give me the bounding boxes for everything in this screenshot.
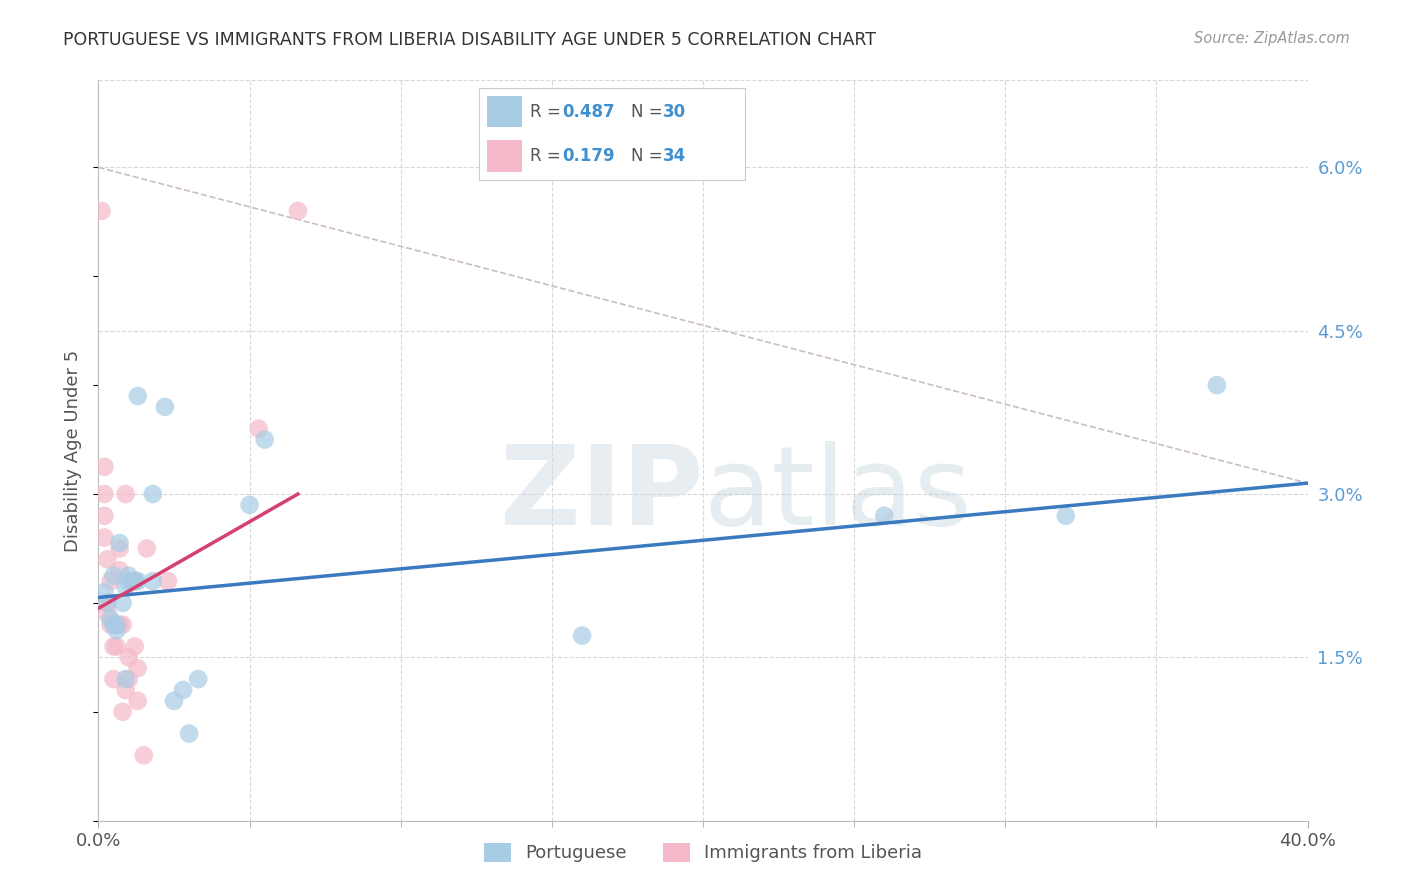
Point — [127, 661, 149, 675]
Point — [571, 628, 593, 642]
Point — [118, 650, 141, 665]
Point — [135, 541, 157, 556]
Point — [142, 487, 165, 501]
Point — [121, 574, 143, 588]
Point — [118, 568, 141, 582]
Point — [100, 612, 122, 626]
Point — [103, 640, 125, 654]
Y-axis label: Disability Age Under 5: Disability Age Under 5 — [65, 350, 83, 551]
Point — [103, 672, 125, 686]
Point — [239, 498, 262, 512]
Point — [1206, 378, 1229, 392]
Point — [108, 563, 131, 577]
Text: atlas: atlas — [703, 442, 972, 549]
Point — [118, 574, 141, 588]
Point — [127, 694, 149, 708]
Point — [93, 585, 115, 599]
Point — [111, 617, 134, 632]
Point — [105, 617, 128, 632]
Point — [124, 574, 146, 588]
Point — [179, 726, 201, 740]
Point — [108, 541, 131, 556]
Point — [187, 672, 209, 686]
Point — [93, 487, 115, 501]
Point — [1054, 508, 1077, 523]
Point — [103, 617, 125, 632]
Point — [114, 487, 136, 501]
Text: Source: ZipAtlas.com: Source: ZipAtlas.com — [1194, 31, 1350, 46]
Point — [93, 508, 115, 523]
Point — [127, 389, 149, 403]
Point — [253, 433, 276, 447]
Point — [96, 607, 118, 621]
Point — [118, 672, 141, 686]
Point — [108, 617, 131, 632]
Legend: Portuguese, Immigrants from Liberia: Portuguese, Immigrants from Liberia — [477, 836, 929, 870]
Point — [124, 574, 146, 588]
Point — [90, 203, 112, 218]
Point — [114, 580, 136, 594]
Point — [142, 574, 165, 588]
Point — [111, 596, 134, 610]
Point — [105, 623, 128, 637]
Point — [132, 748, 155, 763]
Point — [114, 672, 136, 686]
Point — [93, 531, 115, 545]
Point — [163, 694, 186, 708]
Point — [96, 596, 118, 610]
Point — [153, 400, 176, 414]
Point — [114, 683, 136, 698]
Point — [247, 422, 270, 436]
Point — [124, 574, 146, 588]
Point — [105, 617, 128, 632]
Point — [156, 574, 179, 588]
Point — [103, 617, 125, 632]
Point — [96, 596, 118, 610]
Point — [124, 640, 146, 654]
Text: PORTUGUESE VS IMMIGRANTS FROM LIBERIA DISABILITY AGE UNDER 5 CORRELATION CHART: PORTUGUESE VS IMMIGRANTS FROM LIBERIA DI… — [63, 31, 876, 49]
Text: ZIP: ZIP — [499, 442, 703, 549]
Point — [103, 568, 125, 582]
Point — [873, 508, 896, 523]
Point — [287, 203, 309, 218]
Point — [96, 552, 118, 566]
Point — [127, 574, 149, 588]
Point — [100, 574, 122, 588]
Point — [111, 705, 134, 719]
Point — [108, 536, 131, 550]
Point — [172, 683, 194, 698]
Point — [105, 640, 128, 654]
Point — [93, 459, 115, 474]
Point — [100, 617, 122, 632]
